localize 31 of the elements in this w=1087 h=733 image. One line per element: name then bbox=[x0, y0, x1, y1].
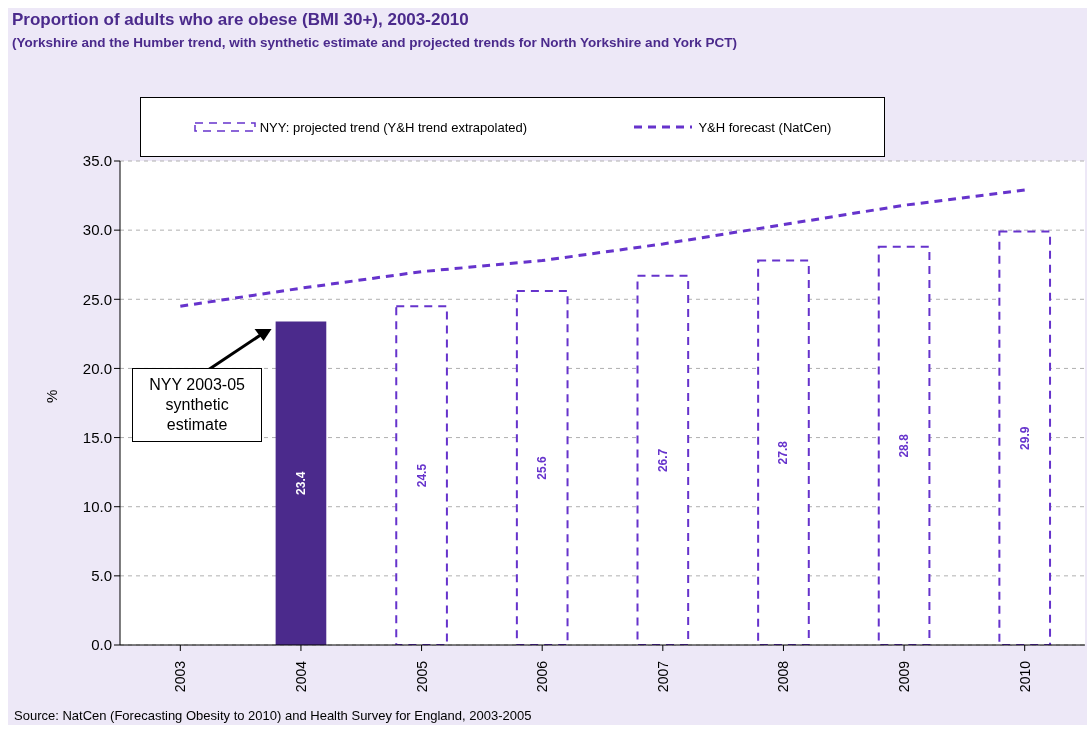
source-note: Source: NatCen (Forecasting Obesity to 2010) and Health Survey for England, 2003-2005 bbox=[14, 708, 532, 723]
data-label: 29.9 bbox=[1017, 426, 1032, 450]
x-tick-label: 2004 bbox=[292, 660, 309, 693]
legend-label: NYY: projected trend (Y&H trend extrapolated) bbox=[259, 119, 528, 135]
x-tick-label: 2003 bbox=[172, 660, 189, 693]
y-tick-label: 10.0 bbox=[82, 498, 112, 516]
y-axis-title: % bbox=[43, 389, 61, 403]
data-label: 25.6 bbox=[535, 455, 550, 480]
y-tick-label: 5.0 bbox=[91, 567, 112, 585]
x-tick-label: 2005 bbox=[413, 660, 430, 693]
data-label: 27.8 bbox=[776, 440, 791, 465]
chart-subtitle: (Yorkshire and the Humber trend, with synthetic estimate and projected trends for North Yorkshire and York PCT) bbox=[12, 34, 738, 52]
x-tick-label: 2007 bbox=[654, 660, 671, 693]
legend-label: Y&H forecast (NatCen) bbox=[698, 119, 832, 135]
y-tick-label: 0.0 bbox=[91, 636, 112, 654]
line-series bbox=[178, 188, 1027, 308]
x-tick-label: 2006 bbox=[534, 660, 551, 693]
x-tick-label: 2010 bbox=[1016, 660, 1033, 693]
y-tick-label: 15.0 bbox=[82, 428, 112, 446]
data-label: 26.7 bbox=[655, 448, 670, 473]
data-label: 23.4 bbox=[293, 471, 308, 495]
y-tick-label: 35.0 bbox=[82, 152, 112, 170]
y-tick-label: 25.0 bbox=[82, 290, 112, 308]
annotation: NYY 2003-05 synthetic estimate bbox=[132, 368, 263, 443]
y-tick-label: 30.0 bbox=[82, 221, 112, 239]
x-tick-label: 2008 bbox=[775, 660, 792, 693]
data-label: 28.8 bbox=[897, 433, 912, 458]
data-label: 24.5 bbox=[414, 463, 429, 488]
chart-title: Proportion of adults who are obese (BMI 30+), 2003-2010 bbox=[12, 9, 470, 31]
x-tick-label: 2009 bbox=[896, 660, 913, 693]
y-tick-label: 20.0 bbox=[82, 359, 112, 377]
